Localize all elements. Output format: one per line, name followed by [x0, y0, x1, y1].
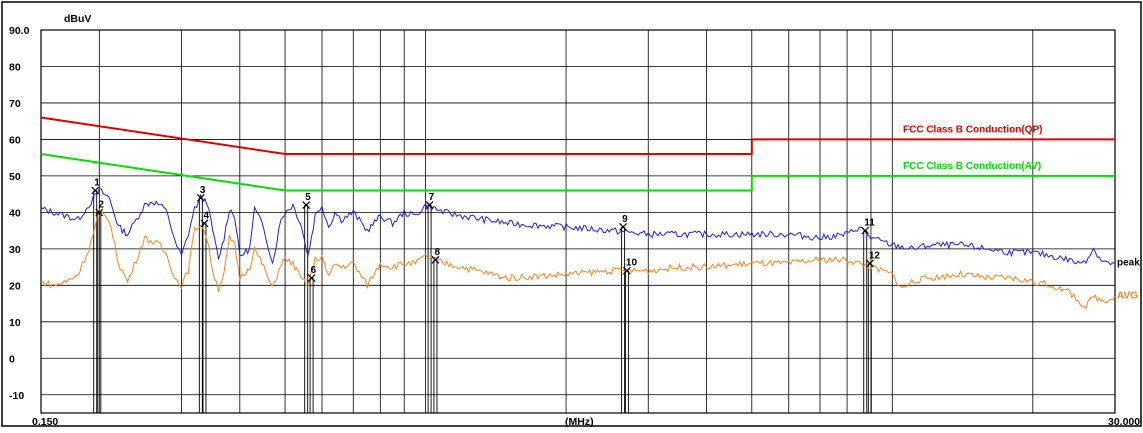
- limit-label-qp: FCC Class B Conduction(QP): [903, 124, 1042, 135]
- marker-label: 12: [869, 250, 881, 261]
- marker-label: 7: [429, 192, 435, 203]
- limit-label-av: FCC Class B Conduction(AV): [903, 161, 1041, 172]
- y-tick-label: 30: [9, 244, 21, 256]
- limit-line-qp: [40, 116, 1115, 155]
- marker-x: [302, 201, 311, 210]
- marker-x: [431, 255, 440, 264]
- marker-x: [95, 208, 104, 217]
- marker-label: 10: [626, 258, 638, 269]
- marker-label: 8: [434, 247, 440, 258]
- marker-x: [196, 193, 205, 202]
- marker-label: 5: [305, 192, 311, 203]
- marker-label: 6: [311, 265, 317, 276]
- y-unit-label: dBuV: [64, 13, 91, 25]
- limit-line-av: [40, 153, 1115, 192]
- marker-x: [865, 259, 874, 268]
- marker-x: [622, 266, 631, 275]
- trace-avg: [40, 210, 1116, 310]
- y-tick-label: 40: [9, 207, 21, 219]
- marker-label: 1: [94, 177, 100, 188]
- y-tick-label: 90.0: [9, 25, 30, 37]
- trace-peak: [40, 187, 1116, 266]
- marker-x: [91, 186, 100, 195]
- y-tick-label: 60: [9, 134, 21, 146]
- x-axis-label: (MHz): [565, 416, 594, 428]
- x-start-label: 0.150: [32, 416, 58, 428]
- series-label-avg: AVG: [1117, 290, 1138, 301]
- marker-label: 9: [622, 214, 628, 225]
- marker-x: [425, 201, 434, 210]
- marker-label: 2: [98, 199, 104, 210]
- plot-frame: [40, 29, 1116, 414]
- y-tick-label: -10: [9, 390, 24, 402]
- y-tick-label: 20: [9, 280, 21, 292]
- marker-x: [619, 223, 628, 231]
- y-tick-label: 80: [9, 61, 21, 73]
- marker-label: 11: [864, 218, 875, 229]
- marker-label: 3: [200, 185, 206, 196]
- y-tick-label: 10: [9, 317, 21, 329]
- marker-label: 4: [203, 210, 209, 221]
- marker-x: [200, 219, 209, 228]
- y-tick-label: 50: [9, 171, 21, 183]
- marker-x: [307, 274, 316, 282]
- series-label-peak: peak: [1117, 257, 1140, 268]
- x-end-label: 30.000: [1108, 416, 1140, 428]
- y-tick-label: 0: [9, 353, 15, 365]
- marker-x: [861, 226, 870, 235]
- y-tick-label: 70: [9, 98, 21, 110]
